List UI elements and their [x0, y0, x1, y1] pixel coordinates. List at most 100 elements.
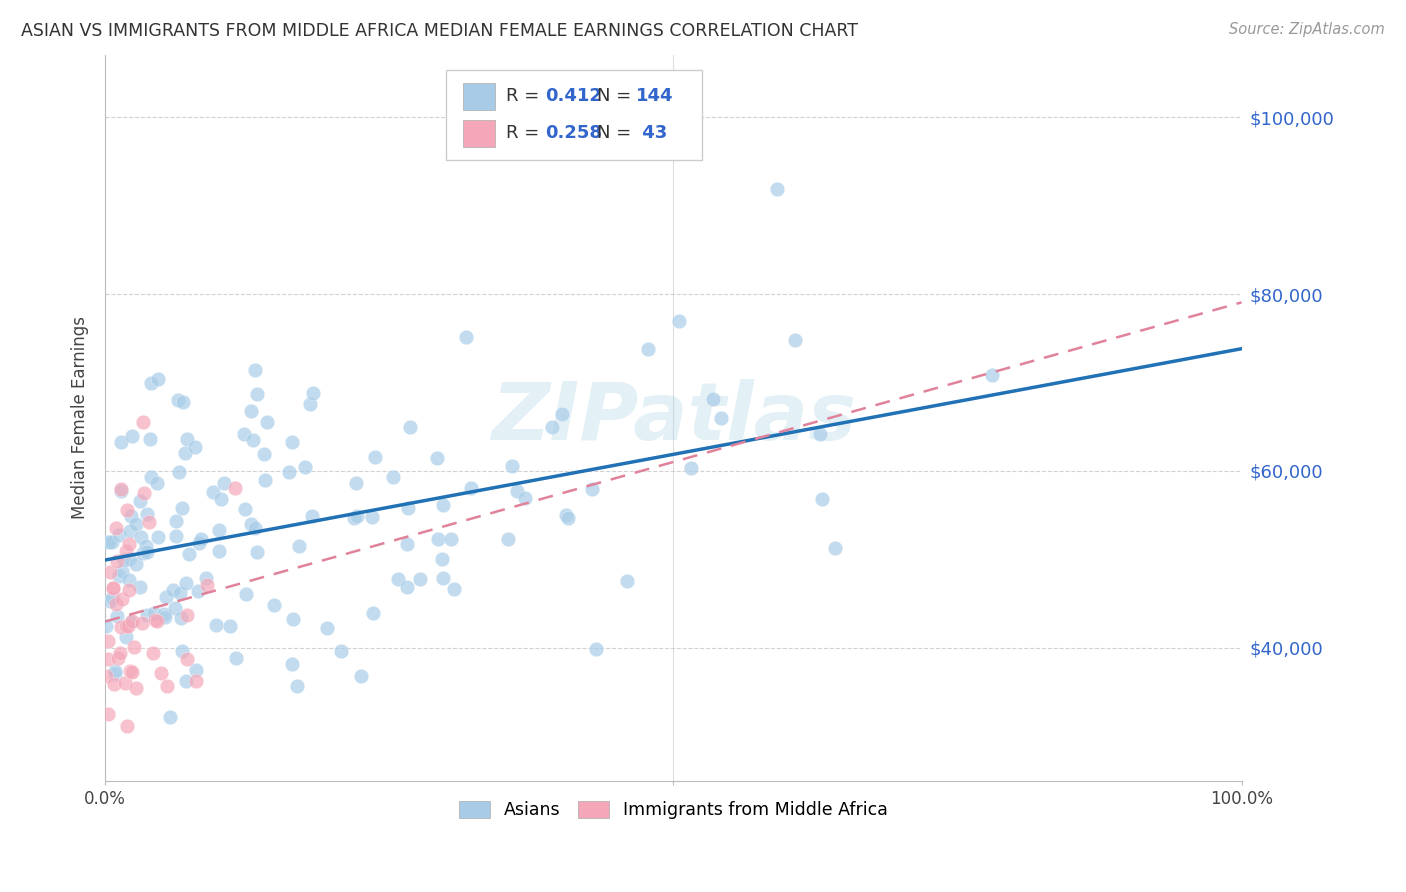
Point: [120, 524, 142, 539]
Point: [139, 432, 162, 446]
Point: [233, 427, 256, 442]
Point: [117, 619, 139, 633]
Text: ASIAN VS IMMIGRANTS FROM MIDDLE AFRICA MEDIAN FEMALE EARNINGS CORRELATION CHART: ASIAN VS IMMIGRANTS FROM MIDDLE AFRICA M…: [21, 22, 858, 40]
Point: [125, 558, 148, 572]
FancyBboxPatch shape: [463, 120, 495, 147]
Point: [136, 508, 159, 522]
Point: [280, 435, 302, 450]
Point: [460, 482, 482, 496]
Point: [114, 544, 136, 558]
Point: [122, 640, 145, 655]
Point: [107, 569, 129, 583]
Point: [104, 664, 127, 678]
Point: [668, 314, 690, 328]
Text: R =: R =: [506, 125, 546, 143]
Point: [299, 396, 322, 410]
Legend: Asians, Immigrants from Middle Africa: Asians, Immigrants from Middle Africa: [451, 794, 894, 826]
Point: [96, 619, 118, 633]
Point: [135, 539, 157, 553]
Point: [288, 539, 311, 553]
Point: [243, 520, 266, 534]
Point: [557, 511, 579, 525]
Point: [190, 533, 212, 547]
Point: [117, 551, 139, 566]
Point: [129, 493, 152, 508]
Point: [637, 342, 659, 356]
Point: [141, 646, 163, 660]
Point: [96, 652, 118, 666]
Point: [245, 363, 267, 377]
Point: [342, 511, 364, 525]
Point: [174, 576, 197, 591]
Point: [118, 573, 141, 587]
Point: [202, 484, 225, 499]
Point: [132, 485, 155, 500]
Point: [263, 599, 285, 613]
Point: [115, 630, 138, 644]
Point: [824, 541, 846, 555]
Point: [107, 650, 129, 665]
Point: [176, 652, 198, 666]
FancyBboxPatch shape: [446, 70, 702, 161]
Point: [139, 470, 162, 484]
Point: [253, 447, 276, 461]
Point: [148, 371, 170, 385]
Point: [585, 641, 607, 656]
Point: [239, 404, 262, 418]
Point: [110, 591, 132, 606]
Point: [103, 677, 125, 691]
Point: [107, 609, 129, 624]
Point: [146, 615, 169, 629]
Point: [233, 501, 256, 516]
Point: [426, 450, 449, 465]
Point: [138, 515, 160, 529]
Text: 0.412: 0.412: [546, 87, 602, 105]
Point: [117, 503, 139, 517]
Point: [110, 564, 132, 578]
Point: [363, 450, 385, 464]
Y-axis label: Median Female Earnings: Median Female Earnings: [72, 317, 89, 519]
Point: [498, 532, 520, 546]
Point: [581, 483, 603, 497]
Point: [153, 609, 176, 624]
Point: [432, 498, 454, 512]
Point: [105, 553, 128, 567]
Point: [129, 530, 152, 544]
Point: [162, 583, 184, 598]
Point: [120, 664, 142, 678]
Point: [97, 634, 120, 648]
Point: [110, 482, 132, 496]
Point: [540, 420, 562, 434]
Point: [98, 565, 121, 579]
Point: [344, 475, 367, 490]
Point: [432, 571, 454, 585]
Point: [679, 461, 702, 475]
Point: [167, 392, 190, 407]
Point: [811, 491, 834, 506]
Point: [174, 446, 197, 460]
Point: [301, 508, 323, 523]
Point: [395, 580, 418, 594]
Point: [149, 666, 172, 681]
Point: [135, 607, 157, 622]
Point: [165, 514, 187, 528]
Point: [505, 484, 527, 499]
Point: [430, 552, 453, 566]
Text: 0.258: 0.258: [546, 125, 602, 143]
Point: [346, 508, 368, 523]
Point: [176, 432, 198, 446]
Point: [132, 546, 155, 560]
Point: [440, 532, 463, 546]
Point: [550, 407, 572, 421]
Point: [501, 459, 523, 474]
Point: [110, 620, 132, 634]
Point: [101, 535, 124, 549]
Point: [103, 581, 125, 595]
Point: [100, 593, 122, 607]
Point: [235, 587, 257, 601]
Point: [350, 668, 373, 682]
Point: [256, 416, 278, 430]
Point: [114, 676, 136, 690]
Point: [395, 537, 418, 551]
Point: [101, 582, 124, 596]
